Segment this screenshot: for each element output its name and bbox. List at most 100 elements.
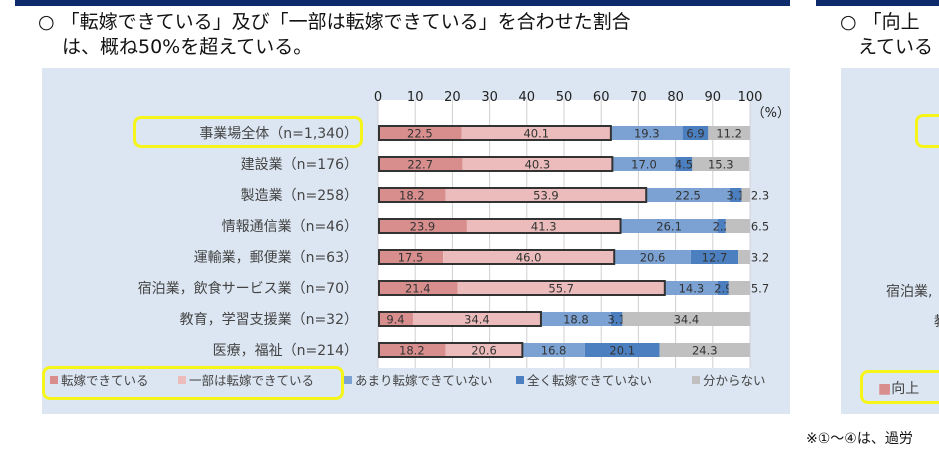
right-legend-partial: ■向上 <box>878 378 919 398</box>
combined-outline <box>378 218 622 234</box>
highlight-right-label <box>915 114 939 148</box>
x-tick-label: 0 <box>374 90 382 105</box>
legend-label: 一部は転嫁できている <box>189 373 314 388</box>
data-label: 20.6 <box>640 251 666 265</box>
data-label: 22.5 <box>407 127 433 141</box>
highlight-right-legend <box>860 370 939 404</box>
data-label: 3.1 <box>727 189 745 203</box>
category-label: 情報通信業（n=46） <box>222 219 358 235</box>
bar-segment <box>457 281 665 295</box>
bar-segment <box>708 126 750 140</box>
header-bar-left <box>15 0 790 6</box>
bar-segment <box>378 188 446 202</box>
bar-segment <box>610 126 683 140</box>
bar-segment <box>717 219 726 233</box>
data-label: 55.7 <box>548 282 574 296</box>
bar-segment <box>412 312 541 326</box>
bar-segment <box>378 281 458 295</box>
data-label: 5.7 <box>751 282 769 296</box>
bar-segment <box>612 157 676 171</box>
bar-segment <box>614 250 691 264</box>
bar-segment <box>646 188 730 202</box>
left-title: ○ 「転嫁できている」及び「一部は転嫁できている」を合わせた割合 は、概ね50%… <box>38 10 631 60</box>
bar-segment <box>378 126 462 140</box>
right-cut-label: 教 <box>934 311 939 331</box>
legend-swatch: ■ <box>878 381 892 397</box>
data-label: 41.3 <box>531 220 557 234</box>
bar-segment <box>682 126 709 140</box>
bar-segment <box>741 188 750 202</box>
legend-label: 分からない <box>703 373 766 388</box>
data-label: 26.1 <box>656 220 682 234</box>
bar-segment <box>725 219 750 233</box>
right-chart-panel <box>841 68 939 414</box>
title-line: ○ 「転嫁できている」及び「一部は転嫁できている」を合わせた割合 <box>38 11 631 33</box>
legend-label: 向上 <box>891 381 920 397</box>
data-label: 18.8 <box>563 313 589 327</box>
data-label: 23.9 <box>410 220 436 234</box>
unit-label: （%） <box>752 106 790 121</box>
category-label: 運輸業，郵便業（n=63） <box>194 250 358 266</box>
category-label: 建設業（n=176） <box>241 157 358 173</box>
x-tick-label: 40 <box>519 90 536 105</box>
data-label: 6.5 <box>751 220 769 234</box>
bar-segment <box>664 281 719 295</box>
bar-segment <box>690 250 739 264</box>
bar-segment <box>675 157 693 171</box>
bar-segment <box>620 219 718 233</box>
category-label: 宿泊業，飲食サービス業（n=70） <box>138 280 358 297</box>
data-label: 20.1 <box>609 344 635 358</box>
bar-segment <box>443 250 615 264</box>
combined-outline <box>378 249 616 265</box>
legend-swatch <box>344 376 352 384</box>
x-tick-label: 70 <box>630 90 647 105</box>
data-label: 17.5 <box>398 251 424 265</box>
combined-outline <box>378 342 524 358</box>
legend-swatch <box>50 376 58 384</box>
bar-segment <box>378 312 413 326</box>
combined-outline <box>378 187 648 203</box>
data-label: 18.2 <box>399 344 425 358</box>
data-label: 22.7 <box>407 158 433 172</box>
data-label: 2.9 <box>714 282 732 296</box>
bar-segment <box>540 312 611 326</box>
data-label: 12.7 <box>702 251 728 265</box>
legend-swatch <box>178 376 186 384</box>
legend-label: あまり転嫁できていない <box>355 373 493 388</box>
category-label: 教育，学習支援業（n=32） <box>180 312 358 328</box>
data-label: 22.5 <box>675 189 701 203</box>
bar-segment <box>461 126 611 140</box>
x-tick-label: 60 <box>593 90 610 105</box>
bar-segment <box>466 219 621 233</box>
bar-segment <box>729 188 742 202</box>
bar-segment <box>728 281 750 295</box>
footnote: ※①～④は、過労 <box>806 431 913 447</box>
title-line: ○ 「向上 <box>840 11 920 33</box>
header-bar-right <box>816 0 939 6</box>
bar-segment <box>692 157 750 171</box>
data-label: 34.4 <box>464 313 490 327</box>
x-tick-label: 90 <box>705 90 722 105</box>
right-cut-label: 宿泊業, <box>886 284 933 300</box>
bar-segment <box>659 343 750 357</box>
data-label: 3.1 <box>607 313 625 327</box>
legend-swatch <box>516 376 524 384</box>
x-tick-label: 30 <box>481 90 498 105</box>
highlight-legend <box>42 366 344 400</box>
legend-swatch <box>692 376 700 384</box>
data-label: 40.1 <box>523 127 549 141</box>
bar-segment <box>445 188 647 202</box>
x-tick-label: 80 <box>667 90 684 105</box>
data-label: 40.3 <box>525 158 551 172</box>
category-label: 医療，福祉（n=214） <box>213 342 358 359</box>
bar-segment <box>610 312 623 326</box>
combined-outline <box>378 311 542 327</box>
combined-outline <box>378 280 666 296</box>
title-line: は、概ね50%を超えている。 <box>62 36 313 58</box>
data-label: 17.0 <box>631 158 657 172</box>
bar-segment <box>378 250 444 264</box>
data-label: 11.2 <box>716 127 742 141</box>
x-tick-label: 20 <box>444 90 461 105</box>
data-label: 3.2 <box>751 251 769 265</box>
data-label: 14.3 <box>679 282 705 296</box>
